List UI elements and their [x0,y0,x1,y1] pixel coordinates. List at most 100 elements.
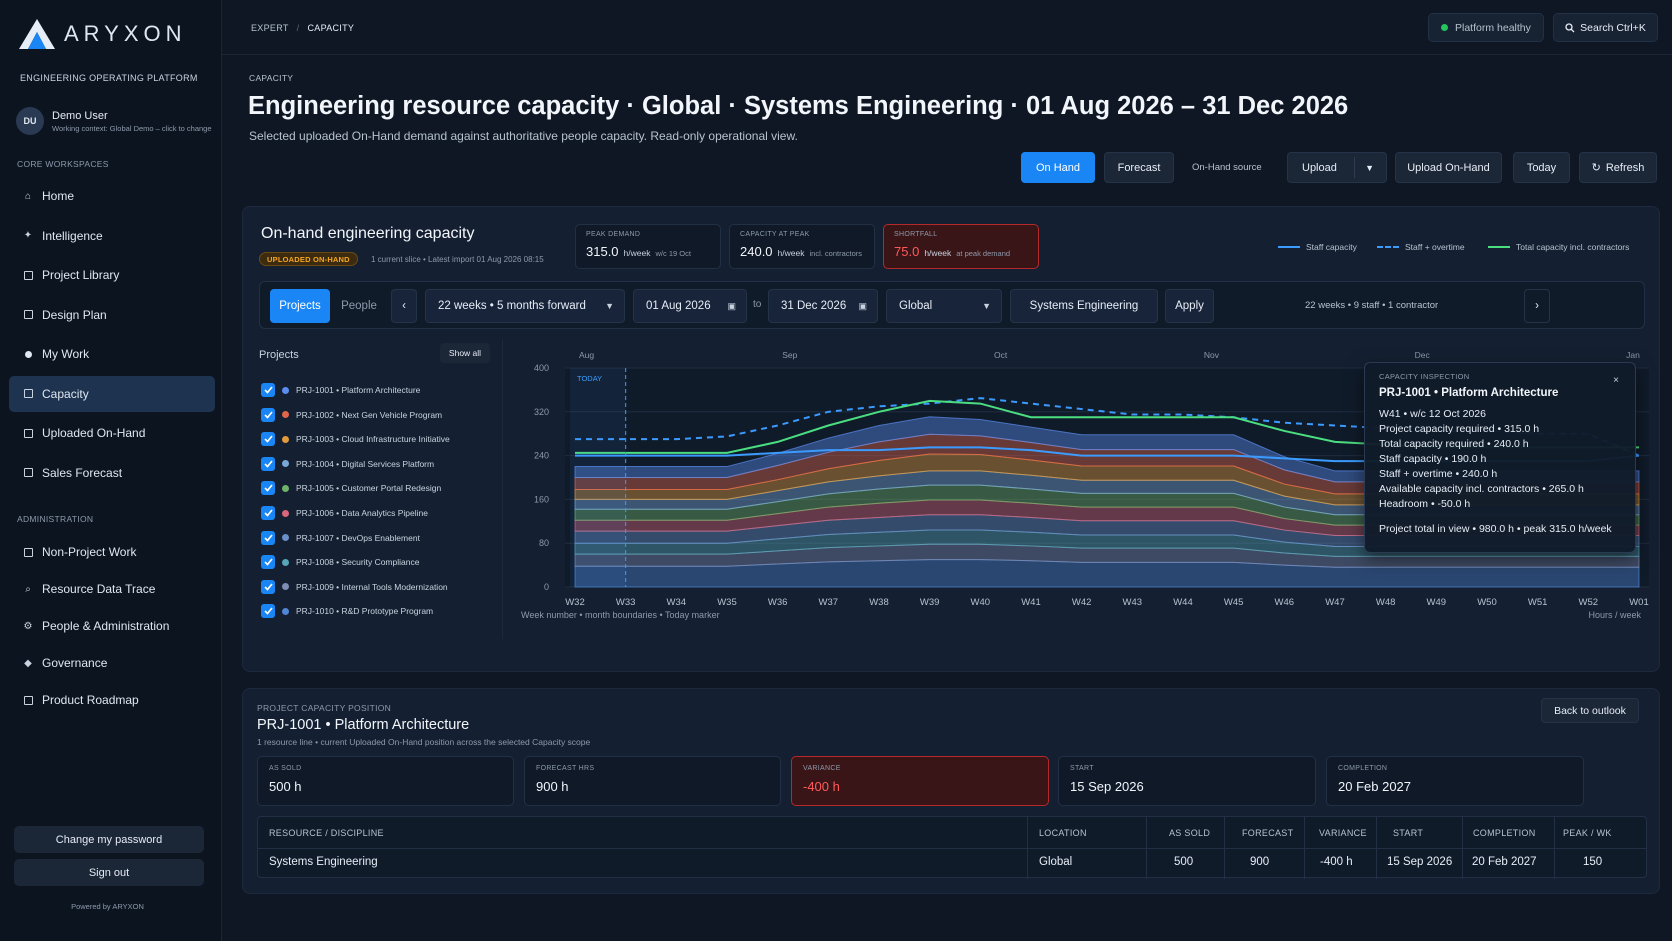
legend-total-capacity: Total capacity incl. contractors [1488,242,1629,252]
today-button[interactable]: Today [1513,152,1570,183]
search-button[interactable]: Search Ctrl+K [1553,13,1658,42]
column-header: START [1393,828,1424,838]
project-filter-item[interactable]: PRJ-1007 • DevOps Enablement [261,530,420,546]
page-subtitle: Selected uploaded On-Hand demand against… [249,129,798,143]
x-tick-label: W38 [869,597,889,608]
sidebar-item-capacity[interactable]: Capacity [9,375,215,412]
discipline-select[interactable]: Systems Engineering [1010,289,1158,323]
breadcrumb-capacity: CAPACITY [307,23,355,33]
table-cell-completion: 20 Feb 2027 [1472,856,1537,868]
project-label: PRJ-1002 • Next Gen Vehicle Program [296,409,443,420]
checkbox-checked-icon[interactable] [261,407,275,422]
project-filter-item[interactable]: PRJ-1001 • Platform Architecture [261,382,420,398]
brand-logo[interactable]: ARYXON [18,18,187,50]
platform-health-badge[interactable]: Platform healthy [1428,13,1544,42]
grid-icon [22,467,34,479]
kpi-shortfall: SHORTFALL 75.0 h/week at peak demand [883,224,1039,269]
people-toggle[interactable]: People [341,300,377,312]
sidebar-item-people-administration[interactable]: ⚙ People & Administration [9,608,215,644]
y-tick-label: 400 [534,363,549,373]
projects-toggle[interactable]: Projects [270,289,330,323]
change-password-button[interactable]: Change my password [14,826,204,853]
checkbox-checked-icon[interactable] [261,555,275,570]
health-text: Platform healthy [1455,21,1531,34]
project-label: PRJ-1005 • Customer Portal Redesign [296,483,442,494]
next-period-button[interactable]: › [1524,289,1550,323]
core-workspaces-heading: CORE WORKSPACES [17,159,109,169]
sidebar-item-non-project-work[interactable]: Non-Project Work [9,534,215,570]
stat-value: 15 Sep 2026 [1070,779,1144,794]
sidebar-item-resource-data-trace[interactable]: ⌕ Resource Data Trace [9,571,215,607]
kpi-unit: h/week [924,248,952,258]
kpi-label: SHORTFALL [894,231,938,238]
forecast-button[interactable]: Forecast [1104,152,1174,183]
end-date-value: 31 Dec 2026 [781,300,847,312]
location-value: Global [899,300,933,312]
close-icon[interactable]: × [1613,374,1619,386]
sidebar-item-project-library[interactable]: Project Library [9,257,215,293]
sidebar-item-sales-forecast[interactable]: Sales Forecast [9,455,215,491]
checkbox-checked-icon[interactable] [261,579,275,594]
chevron-down-icon: ▼ [605,301,614,311]
checkbox-checked-icon[interactable] [261,456,275,471]
checkbox-checked-icon[interactable] [261,481,275,496]
sidebar-item-uploaded-on-hand[interactable]: Uploaded On-Hand [9,415,215,451]
breadcrumb-expert[interactable]: EXPERT [251,23,289,33]
upload-on-hand-button[interactable]: Upload On-Hand [1395,152,1502,183]
sign-out-button[interactable]: Sign out [14,859,204,886]
show-all-button[interactable]: Show all [440,343,490,363]
column-header: PEAK / WK [1563,828,1612,838]
sidebar-item-design-plan[interactable]: Design Plan [9,297,215,333]
legend-label: Total capacity incl. contractors [1516,242,1630,252]
project-filter-item[interactable]: PRJ-1003 • Cloud Infrastructure Initiati… [261,431,450,447]
kpi-peak-demand: PEAK DEMAND 315.0 h/week w/c 19 Oct [575,224,721,269]
checkbox-checked-icon[interactable] [261,383,275,397]
project-filter-item[interactable]: PRJ-1006 • Data Analytics Pipeline [261,505,428,521]
location-select[interactable]: Global ▼ [886,289,1002,323]
x-tick-label: W34 [667,597,687,608]
project-filter-item[interactable]: PRJ-1004 • Digital Services Platform [261,456,434,472]
checkbox-checked-icon[interactable] [261,604,275,619]
project-filter-item[interactable]: PRJ-1002 • Next Gen Vehicle Program [261,407,442,423]
sidebar-item-home[interactable]: ⌂ Home [9,178,215,214]
sidebar-item-label: Sales Forecast [42,465,123,480]
upload-source-value: Upload [1302,161,1337,174]
apply-button[interactable]: Apply [1165,289,1214,323]
user-context[interactable]: DU Demo User Working context: Global Dem… [16,107,212,135]
x-tick-label: W45 [1224,597,1244,608]
project-filter-item[interactable]: PRJ-1010 • R&D Prototype Program [261,603,433,619]
sidebar-item-my-work[interactable]: My Work [9,336,215,372]
checkbox-checked-icon[interactable] [261,530,275,545]
range-select[interactable]: 22 weeks • 5 months forward ▼ [425,289,625,323]
checkbox-checked-icon[interactable] [261,506,275,520]
projects-heading: Projects [259,349,299,361]
refresh-button[interactable]: ↻ Refresh [1579,152,1657,183]
grid-icon [22,309,34,321]
home-icon: ⌂ [24,190,32,202]
project-filter-item[interactable]: PRJ-1009 • Internal Tools Modernization [261,579,448,595]
sidebar-item-governance[interactable]: ◆ Governance [9,645,215,681]
table-cell-forecast: 900 [1250,856,1270,868]
kpi-value: 240.0 [740,244,773,259]
previous-period-button[interactable]: ‹ [391,289,417,323]
end-date-input[interactable]: 31 Dec 2026 ▣ [768,289,878,323]
kpi-unit: h/week [623,248,651,258]
sidebar-item-label: Resource Data Trace [42,582,156,596]
project-filter-item[interactable]: PRJ-1008 • Security Compliance [261,554,419,570]
sidebar-item-intelligence[interactable]: ✦ Intelligence [9,218,215,254]
project-filter-item[interactable]: PRJ-1005 • Customer Portal Redesign [261,480,441,496]
back-to-outlook-button[interactable]: Back to outlook [1541,698,1639,723]
checkbox-checked-icon[interactable] [261,432,275,447]
table-cell-start: 15 Sep 2026 [1387,856,1453,868]
project-color-dot [282,607,289,615]
health-status-icon [1441,24,1448,31]
project-label: PRJ-1006 • Data Analytics Pipeline [296,508,428,518]
upload-source-select[interactable]: Upload ▼ [1287,152,1387,183]
stat-value: 500 h [269,779,302,794]
start-date-input[interactable]: 01 Aug 2026 ▣ [633,289,747,323]
sidebar-item-product-roadmap[interactable]: Product Roadmap [9,682,215,718]
filter-summary: 22 weeks • 9 staff • 1 contractor [1305,300,1439,311]
on-hand-button[interactable]: On Hand [1021,152,1095,183]
topbar: EXPERT / CAPACITY Platform healthy Searc… [222,0,1672,55]
filter-bar: Projects People ‹ 22 weeks • 5 months fo… [259,281,1645,329]
